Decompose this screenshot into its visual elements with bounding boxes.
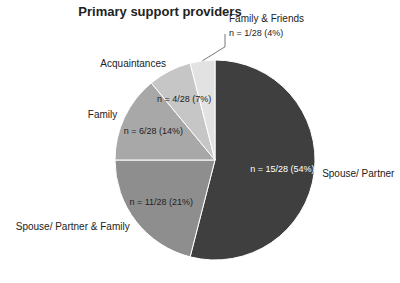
svg-text:n = 15/28 (54%): n = 15/28 (54%) — [250, 164, 314, 174]
svg-text:Spouse/ Partner & Family: Spouse/ Partner & Family — [16, 221, 130, 232]
svg-text:n = 4/28 (7%): n = 4/28 (7%) — [157, 94, 211, 104]
svg-text:n = 6/28 (14%): n = 6/28 (14%) — [124, 126, 183, 136]
svg-text:n = 11/28 (21%): n = 11/28 (21%) — [129, 197, 193, 207]
svg-text:Acquaintances: Acquaintances — [100, 58, 166, 69]
svg-text:n = 1/28 (4%): n = 1/28 (4%) — [229, 28, 283, 38]
svg-text:Spouse/ Partner: Spouse/ Partner — [322, 168, 392, 179]
svg-text:Family & Friends: Family & Friends — [229, 13, 304, 24]
html-text:Primary support providers: Primary support providers — [78, 4, 242, 19]
svg-text:Family: Family — [88, 109, 117, 120]
